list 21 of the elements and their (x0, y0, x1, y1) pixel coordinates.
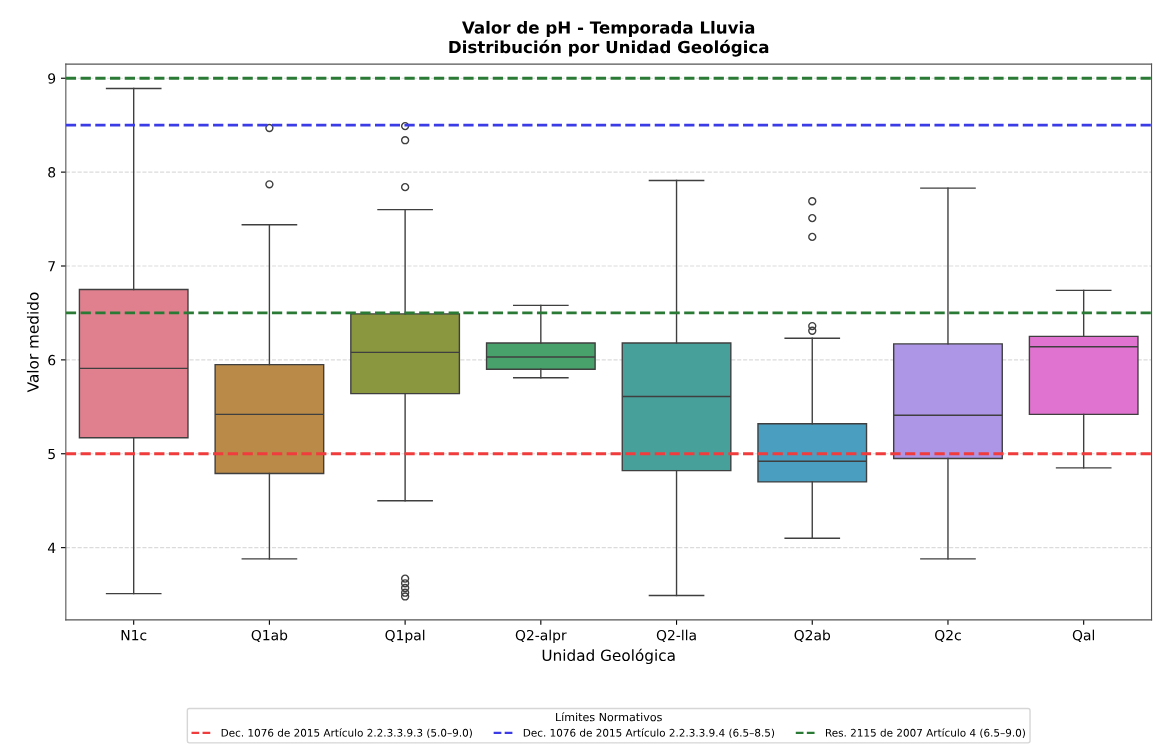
legend-label: Dec. 1076 de 2015 Artículo 2.2.3.3.9.4 (6.5–8.5) (523, 728, 775, 738)
y-axis-title: Valor medido (26, 292, 39, 393)
legend-label: Res. 2115 de 2007 Artículo 4 (6.5–9.0) (825, 728, 1025, 738)
x-tick-label: N1c (121, 630, 147, 641)
x-tick-label: Q1pal (385, 629, 425, 644)
y-tick-label: 7 (48, 261, 55, 272)
x-tick-label: Q2ab (794, 629, 831, 642)
x-tick-label: Q1ab (251, 629, 288, 642)
legend-label: Dec. 1076 de 2015 Artículo 2.2.3.3.9.3 (5.0–9.0) (221, 728, 472, 738)
x-tick-label: Q2c (935, 629, 961, 642)
y-tick-label: 9 (48, 73, 56, 84)
y-tick-label: 8 (48, 167, 56, 178)
y-tick-label: 6 (48, 354, 56, 366)
legend-title: Límites Normativos (556, 712, 662, 722)
y-tick-label: 5 (48, 448, 55, 460)
x-axis-title: Unidad Geológica (542, 648, 675, 665)
chart-title: Valor de pH - Temporada Lluvia Distribución por Unidad Geológica (449, 20, 769, 57)
x-tick-label: Qal (1072, 629, 1095, 642)
x-tick-label: Q2-lla (656, 629, 696, 642)
x-tick-label: Q2-alpr (515, 629, 567, 644)
y-tick-label: 4 (47, 542, 56, 553)
